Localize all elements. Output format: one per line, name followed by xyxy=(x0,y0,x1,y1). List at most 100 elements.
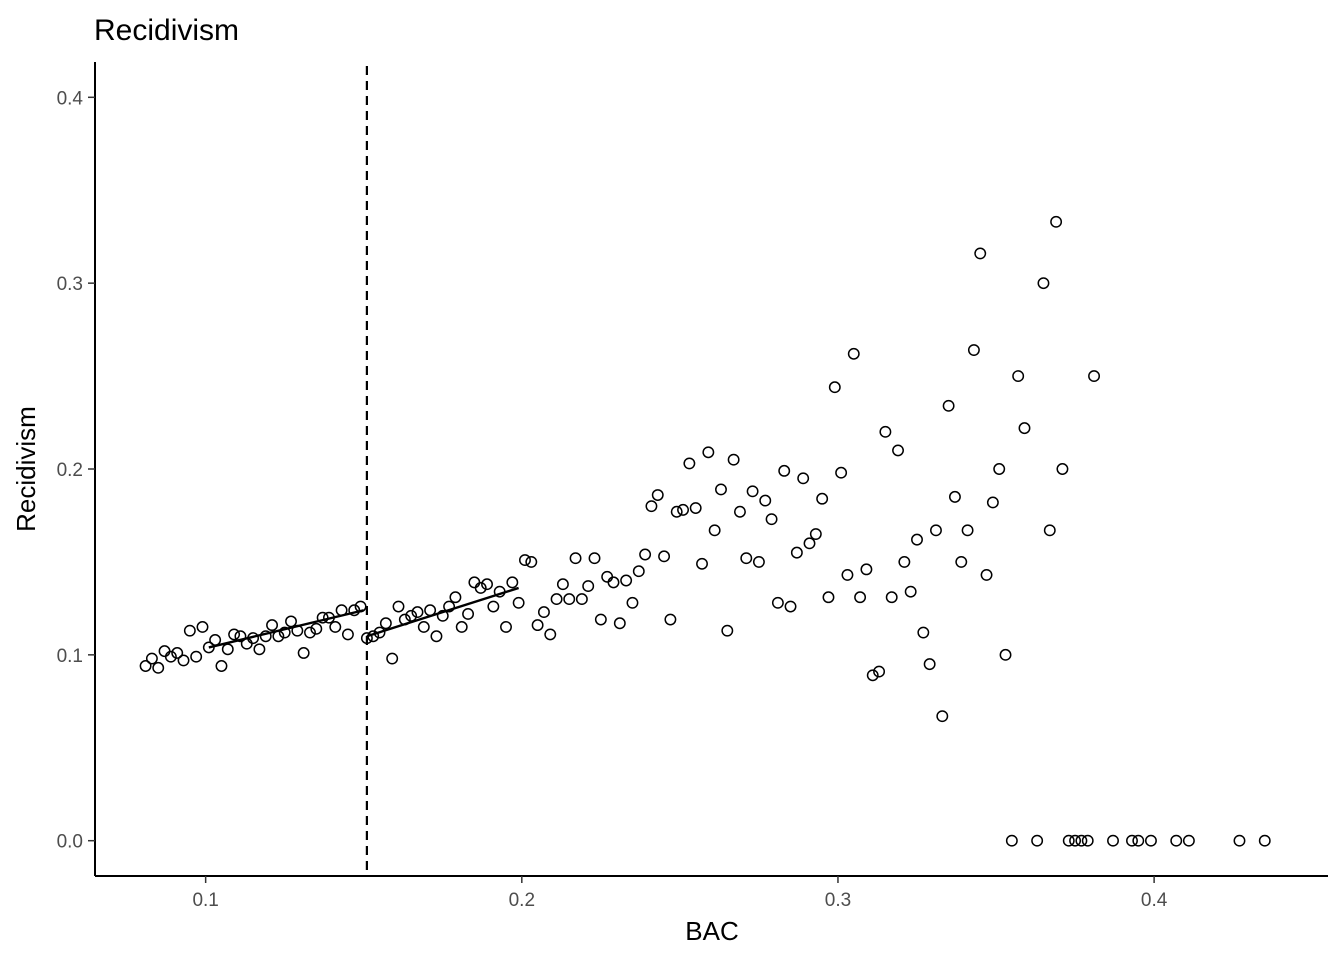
scatter-point xyxy=(1145,834,1157,847)
scatter-point xyxy=(360,632,373,645)
x-tick-label: 0.3 xyxy=(825,890,851,911)
scatter-point xyxy=(373,626,386,639)
chart-title: Recidivism xyxy=(94,14,239,47)
scatter-point xyxy=(892,444,904,457)
plot-area xyxy=(139,66,1271,876)
scatter-point xyxy=(474,581,487,594)
scatter-point xyxy=(1018,422,1031,435)
scatter-point xyxy=(898,555,911,568)
scatter-point xyxy=(316,611,329,624)
scatter-point xyxy=(626,596,639,609)
scatter-point xyxy=(190,650,203,663)
scatter-point xyxy=(266,619,278,632)
scatter-point xyxy=(967,344,980,357)
x-tick-label: 0.2 xyxy=(509,890,535,911)
scatter-point xyxy=(1075,834,1088,847)
scatter-point xyxy=(841,568,854,581)
scatter-point xyxy=(816,492,829,505)
scatter-point xyxy=(809,528,822,540)
scatter-point xyxy=(329,621,342,633)
scatter-point xyxy=(487,600,500,613)
y-tick-label: 0.0 xyxy=(57,832,83,853)
scatter-point xyxy=(873,665,886,678)
scatter-point xyxy=(424,604,437,617)
scatter-point xyxy=(696,557,708,570)
scatter-point xyxy=(468,576,481,589)
scatter-point xyxy=(639,548,652,561)
scatter-point xyxy=(828,381,841,394)
scatter-point xyxy=(386,652,399,665)
scatter-point xyxy=(999,648,1012,661)
scatter-point xyxy=(537,606,550,619)
y-tick-label: 0.1 xyxy=(57,646,83,667)
scatter-point xyxy=(948,490,961,503)
scatter-point xyxy=(152,661,165,674)
y-tick-label: 0.2 xyxy=(57,460,83,481)
scatter-point xyxy=(379,617,392,630)
scatter-point xyxy=(727,453,740,466)
scatter-point xyxy=(196,621,209,633)
y-axis-ticks: 0.0 0.1 0.2 0.3 0.4 xyxy=(57,88,95,853)
scatter-point xyxy=(923,658,936,671)
scatter-point xyxy=(904,585,917,598)
scatter-point xyxy=(734,505,746,518)
scatter-point xyxy=(291,624,304,637)
x-axis-ticks: 0.1 0.2 0.3 0.4 xyxy=(192,876,1168,911)
y-axis-title: Recidivism xyxy=(11,406,41,532)
scatter-point xyxy=(556,578,569,591)
scatter-point xyxy=(506,576,519,589)
scatter-point xyxy=(1081,834,1094,847)
scatter-point xyxy=(765,513,778,526)
scatter-point xyxy=(563,593,576,606)
scatter-point xyxy=(417,621,430,633)
scatter-point xyxy=(569,552,582,565)
scatter-point xyxy=(879,425,892,438)
scatter-point xyxy=(449,591,462,604)
scatter-point xyxy=(531,619,544,632)
scatter-point xyxy=(392,600,405,613)
scatter-point xyxy=(860,563,873,576)
scatter-point xyxy=(1050,215,1063,228)
scatter-point xyxy=(847,347,860,360)
scatter-point xyxy=(1031,834,1044,847)
scatter-point xyxy=(341,628,354,641)
scatter-point xyxy=(348,604,361,617)
scatter-point xyxy=(986,496,999,509)
scatter-point xyxy=(746,485,759,498)
scatter-point xyxy=(323,611,335,624)
x-tick-label: 0.1 xyxy=(192,890,218,911)
scatter-point xyxy=(493,585,506,598)
scatter-point xyxy=(500,621,512,633)
scatter-point xyxy=(455,621,468,633)
scatter-point xyxy=(708,524,721,537)
scatter-point xyxy=(253,643,266,656)
scatter-point xyxy=(183,624,196,637)
scatter-point xyxy=(854,591,867,604)
scatter-point xyxy=(1126,834,1138,847)
data-points xyxy=(139,215,1271,847)
scatter-point xyxy=(405,609,418,622)
scatter-point xyxy=(670,505,683,518)
scatter-point xyxy=(658,550,671,563)
scatter-point xyxy=(398,613,411,626)
scatter-point xyxy=(158,645,171,658)
scatter-point xyxy=(297,647,310,659)
scatter-point xyxy=(285,615,297,628)
scatter-point xyxy=(588,552,601,565)
scatter-point xyxy=(917,626,930,639)
scatter-point xyxy=(1062,834,1075,847)
scatter-point xyxy=(797,472,810,485)
scatter-point xyxy=(525,555,538,568)
scatter-point xyxy=(272,630,285,643)
scatter-point xyxy=(411,606,424,619)
scatter-point xyxy=(582,580,595,593)
scatter-point xyxy=(462,608,475,620)
scatter-point xyxy=(544,628,557,641)
y-tick-label: 0.4 xyxy=(57,88,84,109)
scatter-point xyxy=(164,650,177,663)
scatter-point xyxy=(443,600,456,613)
scatter-point xyxy=(651,489,664,501)
scatter-point xyxy=(1088,370,1100,383)
scatter-point xyxy=(177,654,190,667)
scatter-point xyxy=(866,669,879,682)
